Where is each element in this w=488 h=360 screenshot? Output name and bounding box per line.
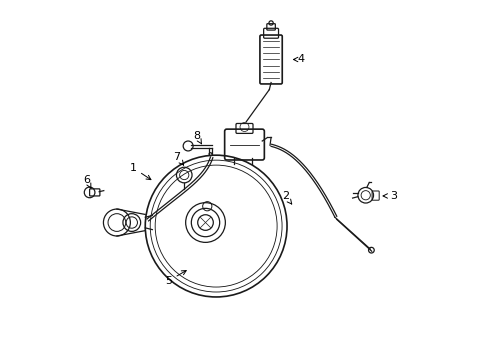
Text: 3: 3 [382,191,396,201]
Text: 1: 1 [129,163,151,180]
Text: 7: 7 [173,152,183,165]
Text: 5: 5 [164,271,186,286]
Text: 2: 2 [281,191,291,204]
Text: 4: 4 [293,54,304,64]
Text: 6: 6 [83,175,91,188]
Text: 8: 8 [193,131,201,144]
